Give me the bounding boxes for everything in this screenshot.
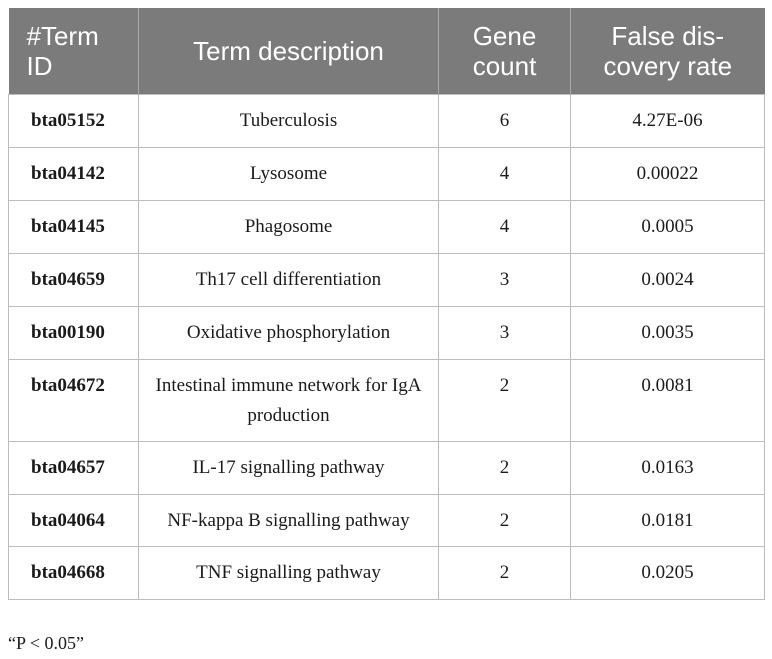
table-header: #Term ID Term description Gene count Fal… bbox=[8, 8, 765, 94]
gene-count-cell: 6 bbox=[438, 93, 571, 148]
header-row: #Term ID Term description Gene count Fal… bbox=[8, 8, 765, 94]
table-row: bta04657 IL-17 signalling pathway 2 0.01… bbox=[8, 440, 765, 495]
fdr-cell: 0.00022 bbox=[570, 146, 765, 201]
gene-count-cell: 3 bbox=[438, 305, 571, 360]
table-row: bta04672 Intestinal immune network for I… bbox=[8, 358, 765, 442]
table-row: bta04142 Lysosome 4 0.00022 bbox=[8, 146, 765, 201]
term-description-cell: TNF signalling pathway bbox=[138, 545, 439, 600]
header-gene-count: Gene count bbox=[438, 8, 571, 94]
term-id-cell: bta04657 bbox=[8, 440, 139, 495]
gene-count-cell: 3 bbox=[438, 252, 571, 307]
fdr-cell: 0.0081 bbox=[570, 358, 765, 442]
term-id-cell: bta00190 bbox=[8, 305, 139, 360]
term-description-cell: Lysosome bbox=[138, 146, 439, 201]
fdr-cell: 0.0035 bbox=[570, 305, 765, 360]
gene-count-cell: 2 bbox=[438, 440, 571, 495]
header-term-id: #Term ID bbox=[8, 8, 139, 94]
term-id-cell: bta04142 bbox=[8, 146, 139, 201]
fdr-cell: 0.0205 bbox=[570, 545, 765, 600]
table-footnote: “P < 0.05” bbox=[8, 633, 84, 653]
enrichment-table: #Term ID Term description Gene count Fal… bbox=[8, 8, 765, 600]
term-description-cell: IL-17 signalling pathway bbox=[138, 440, 439, 495]
term-id-cell: bta04668 bbox=[8, 545, 139, 600]
term-id-cell: bta04672 bbox=[8, 358, 139, 442]
term-description-cell: Tuberculosis bbox=[138, 93, 439, 148]
fdr-cell: 4.27E-06 bbox=[570, 93, 765, 148]
table-row: bta04145 Phagosome 4 0.0005 bbox=[8, 199, 765, 254]
term-description-cell: Th17 cell differentiation bbox=[138, 252, 439, 307]
table-row: bta04668 TNF signalling pathway 2 0.0205 bbox=[8, 545, 765, 600]
fdr-cell: 0.0181 bbox=[570, 493, 765, 547]
term-id-cell: bta04145 bbox=[8, 199, 139, 254]
table-row: bta04659 Th17 cell differentiation 3 0.0… bbox=[8, 252, 765, 307]
gene-count-cell: 4 bbox=[438, 146, 571, 201]
term-description-cell: Oxidative phosphorylation bbox=[138, 305, 439, 360]
term-id-cell: bta05152 bbox=[8, 93, 139, 148]
term-description-cell: Phagosome bbox=[138, 199, 439, 254]
header-false-discovery-rate: False dis- covery rate bbox=[570, 8, 765, 94]
term-description-cell: NF-kappa B signalling pathway bbox=[138, 493, 439, 547]
gene-count-cell: 2 bbox=[438, 358, 571, 442]
term-description-cell: Intestinal immune network for IgA produc… bbox=[138, 358, 439, 442]
term-id-cell: bta04659 bbox=[8, 252, 139, 307]
gene-count-cell: 4 bbox=[438, 199, 571, 254]
fdr-cell: 0.0024 bbox=[570, 252, 765, 307]
table-row: bta00190 Oxidative phosphorylation 3 0.0… bbox=[8, 305, 765, 360]
fdr-cell: 0.0005 bbox=[570, 199, 765, 254]
gene-count-cell: 2 bbox=[438, 545, 571, 600]
table-row: bta05152 Tuberculosis 6 4.27E-06 bbox=[8, 93, 765, 148]
gene-count-cell: 2 bbox=[438, 493, 571, 547]
header-term-description: Term description bbox=[138, 8, 439, 94]
table-row: bta04064 NF-kappa B signalling pathway 2… bbox=[8, 493, 765, 547]
table-body: bta05152 Tuberculosis 6 4.27E-06 bta0414… bbox=[8, 93, 765, 600]
term-id-cell: bta04064 bbox=[8, 493, 139, 547]
fdr-cell: 0.0163 bbox=[570, 440, 765, 495]
